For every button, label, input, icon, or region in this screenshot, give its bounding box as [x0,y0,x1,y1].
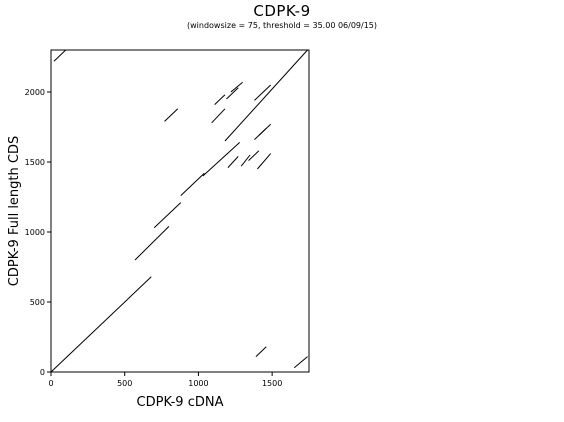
match-line-12 [227,156,239,168]
match-line-10 [226,87,239,100]
match-line-13 [240,154,251,167]
match-line-11 [230,81,243,93]
x-tick-label: 0 [48,379,53,388]
match-line-7 [164,108,179,122]
x-axis-label: CDPK-9 cDNA [137,395,224,410]
match-line-15 [257,153,272,170]
match-line-2 [134,226,170,261]
x-tick-label: 500 [117,379,132,388]
match-line-8 [211,108,226,124]
y-tick-label: 1500 [25,158,45,167]
match-line-14 [248,150,260,161]
y-tick-label: 500 [30,298,45,307]
match-line-9 [214,94,226,105]
match-line-1 [50,276,152,373]
y-axis-ticks: 0 500 1000 1500 2000 [25,88,51,377]
chart-title: CDPK-9 [253,2,311,20]
y-axis-label: CDPK-9 Full length CDS [7,136,22,286]
match-line-20 [255,346,267,357]
chart-subtitle: (windowsize = 75, threshold = 35.00 06/0… [187,21,377,30]
match-line-19 [53,49,67,62]
match-lines [50,49,308,373]
x-tick-label: 1000 [188,379,208,388]
match-line-21 [293,356,308,369]
match-line-3 [153,202,182,229]
x-tick-label: 1500 [262,379,282,388]
match-line-18 [254,84,272,101]
y-tick-label: 1000 [25,228,45,237]
match-line-4 [180,172,205,196]
match-line-17 [258,123,272,136]
y-tick-label: 0 [40,368,45,377]
match-line-6 [224,49,308,142]
x-axis-ticks: 0 500 1000 1500 [48,372,282,388]
y-tick-label: 2000 [25,88,45,97]
match-line-5 [202,142,241,177]
plot-frame [50,49,310,373]
